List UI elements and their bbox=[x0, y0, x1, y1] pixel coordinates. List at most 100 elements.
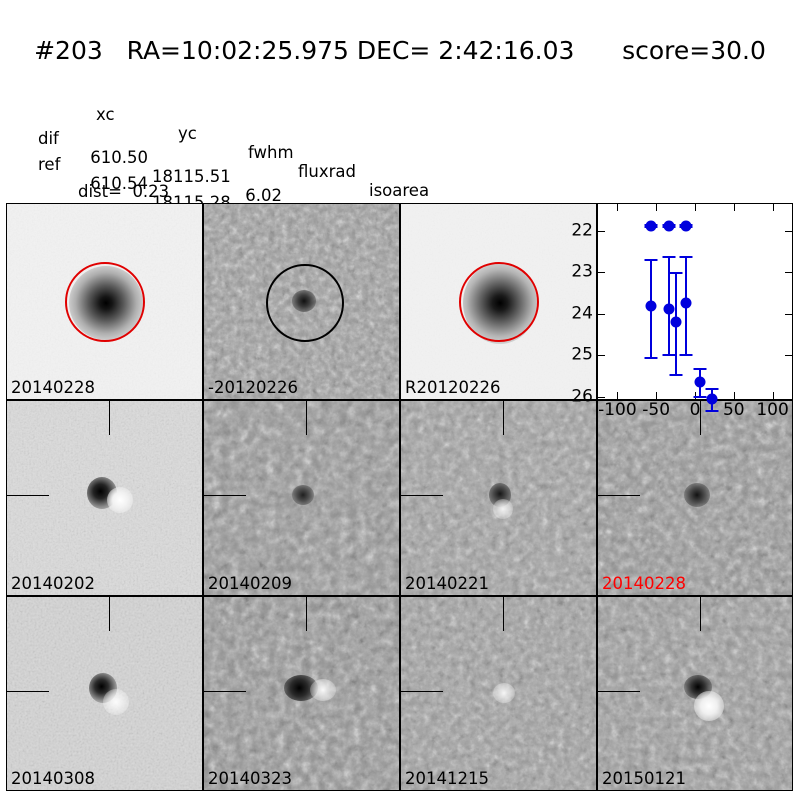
stamp-panel-20140308[interactable]: 20140308 bbox=[6, 596, 203, 791]
y-tick-label-23: 23 bbox=[571, 261, 593, 282]
stamp-label: 20150121 bbox=[602, 769, 686, 788]
stamp-panel-20140202[interactable]: 20140202 bbox=[6, 400, 203, 596]
error-bar-cap bbox=[679, 354, 693, 357]
y-tick-22 bbox=[598, 230, 605, 232]
stamp-label: 20140308 bbox=[11, 769, 95, 788]
crosshair-tick-horizontal bbox=[204, 495, 246, 496]
aperture-circle-black bbox=[266, 264, 344, 342]
stamp-panel-20140221[interactable]: 20140221 bbox=[400, 400, 597, 596]
crosshair-tick-vertical bbox=[700, 401, 701, 435]
light-curve-data-layer bbox=[598, 204, 792, 412]
error-bar-cap bbox=[644, 356, 658, 359]
residual-blob bbox=[107, 487, 133, 513]
x-tick-neg50 bbox=[656, 392, 658, 399]
error-bar-cap bbox=[693, 396, 707, 399]
x-tick-50 bbox=[733, 392, 735, 399]
y-tick-23 bbox=[598, 272, 605, 274]
residual-blob bbox=[694, 691, 724, 721]
error-bar-cap bbox=[705, 409, 719, 412]
crosshair-tick-horizontal bbox=[7, 495, 49, 496]
column-header-yc: yc bbox=[178, 124, 197, 143]
y-tick-23-right bbox=[785, 272, 792, 274]
crosshair-tick-horizontal bbox=[598, 495, 640, 496]
data-point[interactable] bbox=[706, 393, 718, 405]
stamp-label: 20140228 bbox=[11, 378, 95, 397]
crosshair-tick-vertical bbox=[306, 597, 307, 631]
header-panel: #203 RA=10:02:25.975 DEC= 2:42:16.03 sco… bbox=[0, 0, 800, 364]
cell-dif-yc: 18115.51 bbox=[152, 167, 231, 186]
x-tick-neg50-top bbox=[656, 204, 658, 211]
data-point[interactable] bbox=[645, 220, 657, 232]
x-tick-neg100 bbox=[617, 392, 619, 399]
source-blob bbox=[292, 485, 314, 505]
stamp-panel-20141215[interactable]: 20141215 bbox=[400, 596, 597, 791]
aperture-circle-red bbox=[459, 262, 539, 342]
x-tick-0 bbox=[695, 392, 696, 399]
light-curve-plot[interactable]: 22 23 24 25 26 -100 -50 0 50 bbox=[571, 203, 793, 419]
y-tick-25 bbox=[598, 355, 605, 357]
crosshair-tick-vertical bbox=[503, 597, 504, 631]
row-label-ref: ref bbox=[38, 155, 61, 174]
stamp-label: R20120226 bbox=[405, 378, 501, 397]
source-blob bbox=[684, 483, 710, 507]
cell-ref-xc: 610.54 bbox=[90, 174, 148, 193]
column-header-isoarea: isoarea bbox=[369, 181, 430, 200]
aperture-circle-red bbox=[65, 262, 145, 342]
cell-dif-xc: 610.50 bbox=[90, 148, 148, 167]
stamp-panel-20150121[interactable]: 20150121 bbox=[597, 596, 793, 791]
stamp-label: 20140202 bbox=[11, 574, 95, 593]
data-point[interactable] bbox=[663, 220, 675, 232]
stamp-panel-20140323[interactable]: 20140323 bbox=[203, 596, 400, 791]
x-tick-label-neg50: -50 bbox=[642, 400, 671, 420]
data-point[interactable] bbox=[680, 297, 692, 309]
crosshair-tick-vertical bbox=[109, 597, 110, 631]
y-tick-24-right bbox=[785, 313, 792, 315]
y-tick-25-right bbox=[785, 355, 792, 357]
error-bar-cap bbox=[705, 388, 719, 391]
stamp-grid: 20140228 -20120226 R bbox=[6, 203, 793, 791]
stamp-label: -20120226 bbox=[208, 378, 298, 397]
dist-value: dist= 0.23 bbox=[78, 182, 170, 201]
stamp-label: 20140209 bbox=[208, 574, 292, 593]
error-bar-cap bbox=[669, 272, 683, 275]
crosshair-tick-horizontal bbox=[598, 691, 640, 692]
stamp-panel-20120226-diff[interactable]: -20120226 bbox=[203, 203, 400, 400]
error-bar-cap bbox=[662, 256, 676, 259]
crosshair-tick-vertical bbox=[109, 401, 110, 435]
error-bar-cap bbox=[662, 354, 676, 357]
data-point[interactable] bbox=[645, 300, 657, 312]
x-tick-label-neg100: -100 bbox=[598, 400, 637, 420]
data-point[interactable] bbox=[663, 303, 675, 315]
stamp-panel-20140228-new[interactable]: 20140228 bbox=[6, 203, 203, 400]
crosshair-tick-vertical bbox=[700, 597, 701, 631]
stamp-panel-20140228-current[interactable]: 20140228 bbox=[597, 400, 793, 596]
y-tick-label-24: 24 bbox=[571, 303, 593, 324]
cell-dif-fwhm: 6.02 bbox=[245, 186, 282, 205]
crosshair-tick-vertical bbox=[306, 401, 307, 435]
stamp-panel-20140209[interactable]: 20140209 bbox=[203, 400, 400, 596]
crosshair-tick-vertical bbox=[503, 401, 504, 435]
stamp-label-current: 20140228 bbox=[602, 574, 686, 593]
data-point[interactable] bbox=[694, 376, 706, 388]
x-tick-0-top bbox=[695, 204, 696, 211]
page-title: #203 RA=10:02:25.975 DEC= 2:42:16.03 sco… bbox=[34, 36, 766, 65]
x-tick-label-0: 0 bbox=[689, 400, 701, 420]
x-tick-label-50: 50 bbox=[722, 400, 745, 420]
error-bar-cap bbox=[669, 373, 683, 376]
stamp-panel-R20120226-ref[interactable]: R20120226 bbox=[400, 203, 597, 400]
y-tick-24 bbox=[598, 313, 605, 315]
crosshair-tick-horizontal bbox=[401, 495, 443, 496]
x-tick-label-100: 100 bbox=[756, 400, 789, 420]
row-label-dif: dif bbox=[38, 129, 59, 148]
column-header-xc: xc bbox=[96, 105, 115, 124]
data-point[interactable] bbox=[670, 316, 682, 328]
error-bar-cap bbox=[644, 259, 658, 262]
crosshair-tick-horizontal bbox=[401, 691, 443, 692]
stamp-label: 20140221 bbox=[405, 574, 489, 593]
light-curve-plot-area: 22 23 24 25 26 -100 -50 0 50 bbox=[571, 204, 792, 419]
error-bar-cap bbox=[693, 368, 707, 371]
data-point[interactable] bbox=[680, 220, 692, 232]
x-tick-50-top bbox=[733, 204, 735, 211]
x-tick-100-top bbox=[772, 204, 774, 211]
y-tick-22-right bbox=[785, 230, 792, 232]
